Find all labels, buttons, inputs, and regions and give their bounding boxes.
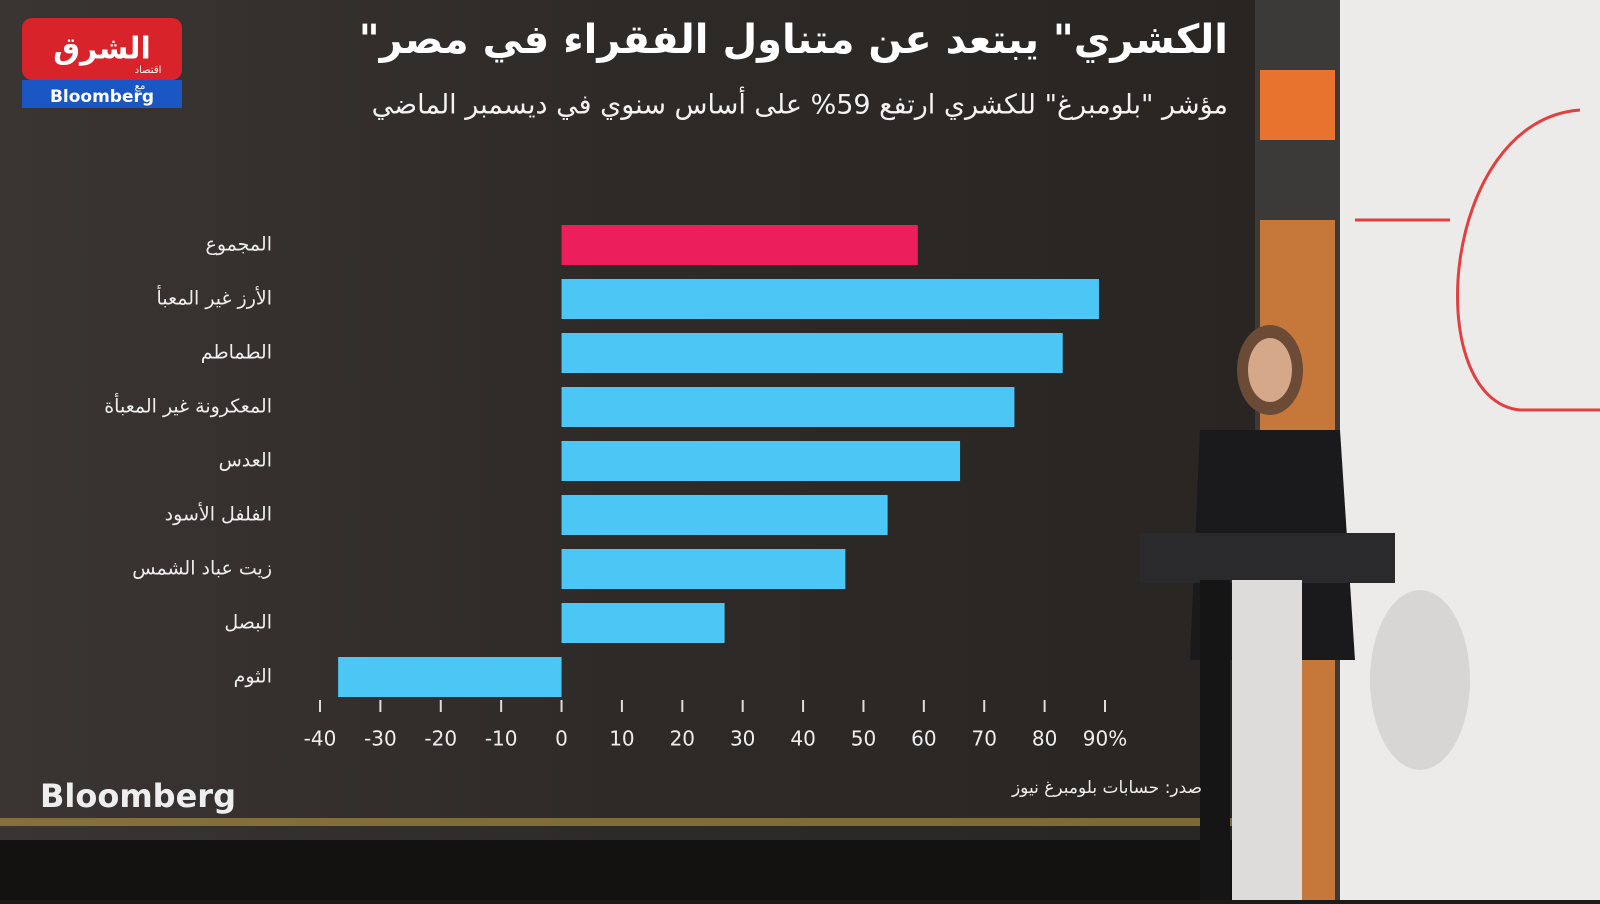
x-tick-label: 70 [972, 727, 997, 751]
x-tick-label: -30 [364, 727, 397, 751]
x-tick-label: 0 [555, 727, 568, 751]
floor [0, 840, 1255, 900]
studio-orange [1260, 70, 1335, 140]
chart-subtitle: مؤشر "بلومبرغ" للكشري ارتفع 59% على أساس… [372, 86, 1228, 121]
plot: -40 -30 -20 -10 0 10 20 30 40 50 60 70 80 90% المجموع ا… [104, 225, 1127, 751]
logo-tag: اقتصاد [135, 65, 162, 76]
x-tick-label: -20 [424, 727, 457, 751]
logo-box [22, 18, 182, 80]
studio-decoration [1355, 108, 1600, 412]
y-tick-label: زيت عباد الشمس [132, 558, 272, 580]
bar [561, 333, 1063, 373]
x-tick-label: -10 [485, 727, 518, 751]
x-tick-label: -40 [304, 727, 337, 751]
x-tick-label: 40 [790, 727, 815, 751]
y-tick-label: الأرز غير المعبأ [157, 285, 272, 310]
floor-light [0, 818, 1255, 826]
y-tick-label: المجموع [206, 234, 272, 256]
bar [338, 657, 562, 697]
studio-white [1340, 0, 1600, 900]
x-tick-label: 60 [911, 727, 936, 751]
podium-stand [1232, 580, 1302, 900]
bar [561, 225, 918, 265]
logo-with: مع [135, 81, 146, 92]
x-tick-label: 30 [730, 727, 755, 751]
presenter-legs [1200, 580, 1230, 900]
y-tick-label: الثوم [234, 666, 272, 688]
bar [561, 387, 1015, 427]
chart-source: صدر: حسابات بلومبرغ نيوز [1011, 778, 1202, 798]
bar [561, 495, 888, 535]
bar [561, 279, 1099, 319]
x-tick-label: 20 [670, 727, 695, 751]
bar [561, 549, 846, 589]
podium-top [1140, 533, 1395, 583]
x-tick-label: 90% [1083, 727, 1127, 751]
watermark: Bloomberg [40, 777, 236, 815]
x-tick-label: 80 [1032, 727, 1057, 751]
logo-band [22, 80, 182, 108]
presenter-face [1248, 338, 1292, 402]
y-tick-label: الفلفل الأسود [165, 503, 272, 526]
y-tick-label: البصل [224, 612, 272, 634]
x-tick-label: 10 [609, 727, 634, 751]
x-tick-label: 50 [851, 727, 876, 751]
bar [561, 603, 725, 643]
chart-title: "الكشري" يبتعد عن متناول الفقراء في مصر [359, 17, 1228, 63]
logo-brand: الشرق [53, 32, 151, 67]
studio-decoration [1370, 590, 1470, 770]
bar [561, 441, 961, 481]
y-tick-label: المعكرونة غير المعبأة [104, 393, 272, 418]
logo-partner: Bloomberg [50, 87, 154, 107]
y-tick-label: العدس [219, 450, 272, 472]
y-tick-label: الطماطم [201, 342, 272, 364]
